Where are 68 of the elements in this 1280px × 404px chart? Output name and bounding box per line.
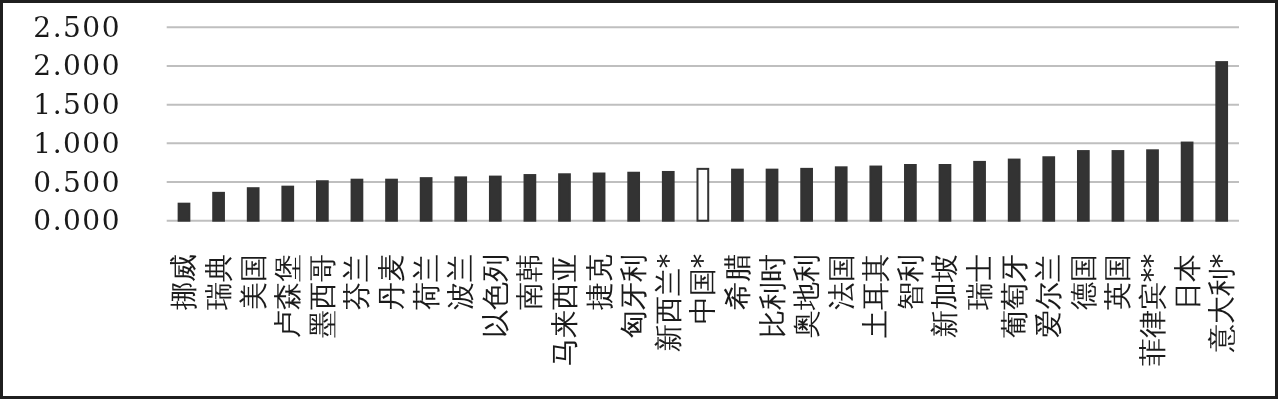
bar — [869, 165, 883, 222]
x-tick-label: 以色列 — [478, 254, 512, 338]
bar — [765, 168, 779, 222]
x-tick-label: 新西兰* — [651, 254, 685, 352]
x-tick-label: 比利时 — [755, 254, 789, 338]
bar — [1215, 61, 1229, 222]
y-tick-label: 0.500 — [33, 165, 121, 199]
y-tick-label: 2.500 — [33, 10, 121, 44]
x-tick-label: 墨西哥 — [305, 254, 339, 338]
x-tick-label: 卢森堡 — [271, 254, 305, 338]
bar — [1146, 149, 1159, 222]
x-tick-label: 芬兰 — [340, 254, 374, 310]
x-tick-label: 菲律宾** — [1136, 254, 1170, 366]
x-tick-label: 瑞士 — [963, 254, 997, 310]
bar — [385, 178, 398, 222]
bar — [1007, 158, 1021, 222]
x-tick-label: 马来西亚 — [547, 254, 581, 366]
x-tick-label: 瑞典 — [202, 254, 236, 310]
bar — [696, 167, 710, 222]
x-tick-label: 奥地利 — [790, 254, 824, 338]
x-tick-label: 南韩 — [513, 254, 547, 310]
x-tick-label: 中国* — [686, 254, 720, 324]
x-tick-label: 捷克 — [582, 254, 616, 310]
y-tick-label: 1.000 — [33, 126, 121, 160]
x-tick-label: 英国 — [1101, 254, 1135, 310]
bar — [316, 180, 329, 222]
x-tick-label: 新加坡 — [928, 254, 962, 338]
x-tick-label: 波兰 — [444, 254, 478, 310]
x-tick-label: 荷兰 — [409, 254, 443, 310]
bar — [661, 170, 675, 222]
x-tick-label: 智利 — [893, 254, 927, 310]
y-tick-label: 0.000 — [33, 204, 121, 238]
bar — [627, 171, 641, 222]
bar — [834, 166, 848, 222]
bar — [973, 160, 986, 222]
x-tick-label: 爱尔兰 — [1032, 254, 1066, 338]
bar — [350, 178, 364, 222]
bar — [558, 173, 571, 222]
bar — [592, 172, 606, 222]
x-tick-label: 意大利* — [1205, 254, 1239, 353]
x-tick-label: 德国 — [1066, 254, 1100, 310]
x-tick-label: 匈牙利 — [617, 254, 651, 338]
bar — [523, 174, 537, 222]
x-tick-label: 土耳其 — [859, 254, 893, 338]
x-tick-label: 挪威 — [167, 254, 201, 310]
bar — [904, 164, 917, 222]
bar — [731, 168, 744, 222]
x-tick-label: 丹麦 — [375, 254, 409, 310]
x-tick-label: 希腊 — [720, 254, 754, 310]
x-tick-label: 美国 — [236, 254, 270, 310]
bar — [246, 187, 260, 222]
bar — [454, 176, 468, 222]
bar — [1180, 141, 1194, 222]
x-tick-label: 法国 — [824, 254, 858, 310]
bar — [419, 177, 433, 222]
x-tick-label: 日本 — [1170, 254, 1204, 310]
bar — [488, 175, 502, 222]
bar — [1111, 150, 1125, 222]
bar — [800, 167, 813, 222]
y-tick-label: 1.500 — [33, 88, 121, 122]
bar — [1042, 156, 1056, 222]
bar — [938, 164, 952, 222]
y-tick-label: 2.000 — [33, 49, 121, 83]
bar — [212, 191, 225, 222]
bar — [1076, 150, 1090, 222]
x-tick-label: 葡萄牙 — [997, 254, 1031, 338]
bar — [281, 185, 295, 222]
bar — [177, 202, 191, 222]
